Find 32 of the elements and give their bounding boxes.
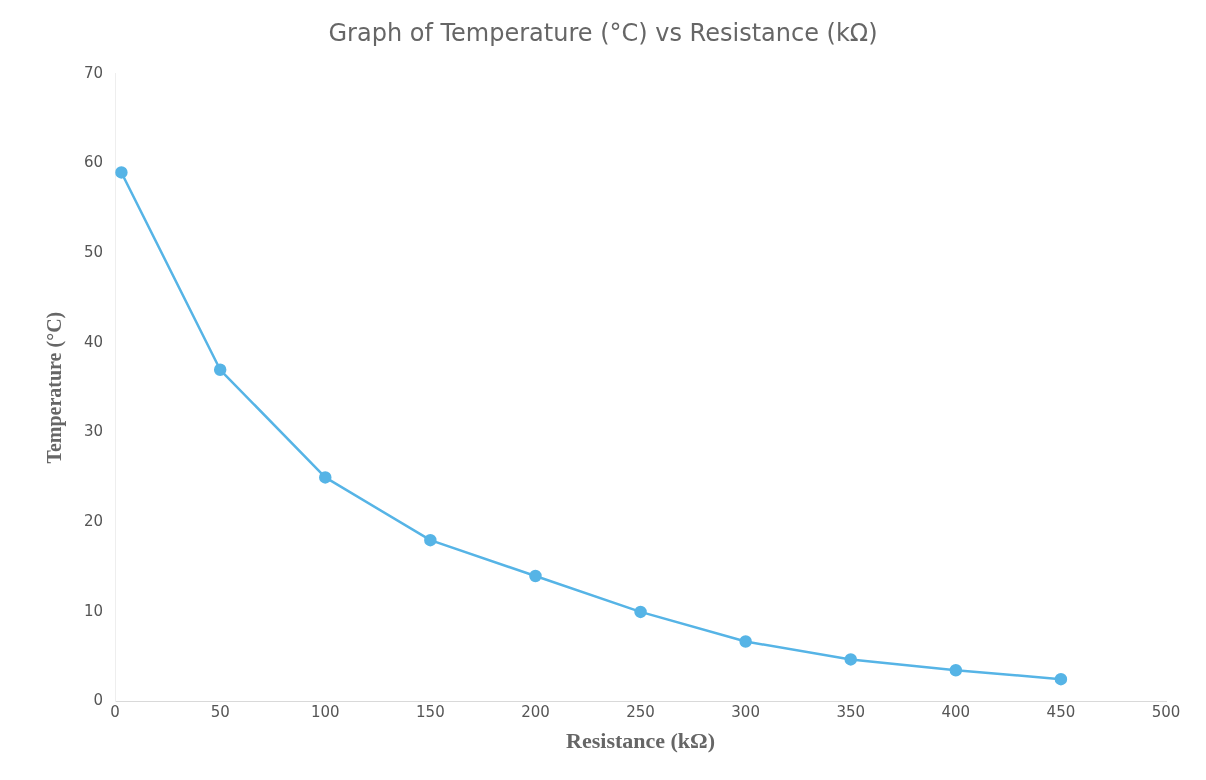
- x-tick-label: 50: [210, 703, 230, 722]
- x-tick-label: 450: [1046, 703, 1076, 722]
- point: [115, 166, 128, 179]
- point: [424, 533, 437, 547]
- point: [529, 569, 542, 583]
- y-tick-label: 20: [83, 512, 104, 531]
- point: [213, 363, 227, 377]
- point: [844, 653, 857, 666]
- x-tick-label: 350: [836, 703, 866, 722]
- x-axis-title: Resistance (kΩ): [566, 728, 716, 754]
- x-tick-label: 150: [416, 703, 445, 722]
- x-tick-label: 300: [731, 703, 760, 722]
- x-tick-label: 250: [626, 703, 655, 722]
- x-tick-label: 100: [310, 703, 340, 722]
- point: [634, 605, 647, 619]
- x-tick-label: 200: [521, 703, 550, 722]
- point: [319, 471, 332, 484]
- x-tick-label: 400: [941, 703, 971, 722]
- y-tick-label: 50: [83, 243, 104, 262]
- chart-title: Graph of Temperature (°C) vs Resistance (kΩ): [328, 18, 878, 47]
- y-tick-label: 0: [93, 691, 104, 710]
- point: [739, 635, 752, 648]
- y-tick-label: 60: [83, 153, 104, 172]
- x-tick-label: 500: [1151, 703, 1181, 722]
- y-axis-title: Temperature (°C): [43, 311, 67, 464]
- y-tick-label: 10: [83, 601, 104, 620]
- y-tick-label: 70: [83, 63, 104, 82]
- y-tick-label: 30: [83, 422, 104, 441]
- y-tick-label: 40: [83, 332, 104, 351]
- point: [1054, 672, 1068, 686]
- x-tick-label: 0: [110, 703, 120, 722]
- point: [949, 663, 963, 677]
